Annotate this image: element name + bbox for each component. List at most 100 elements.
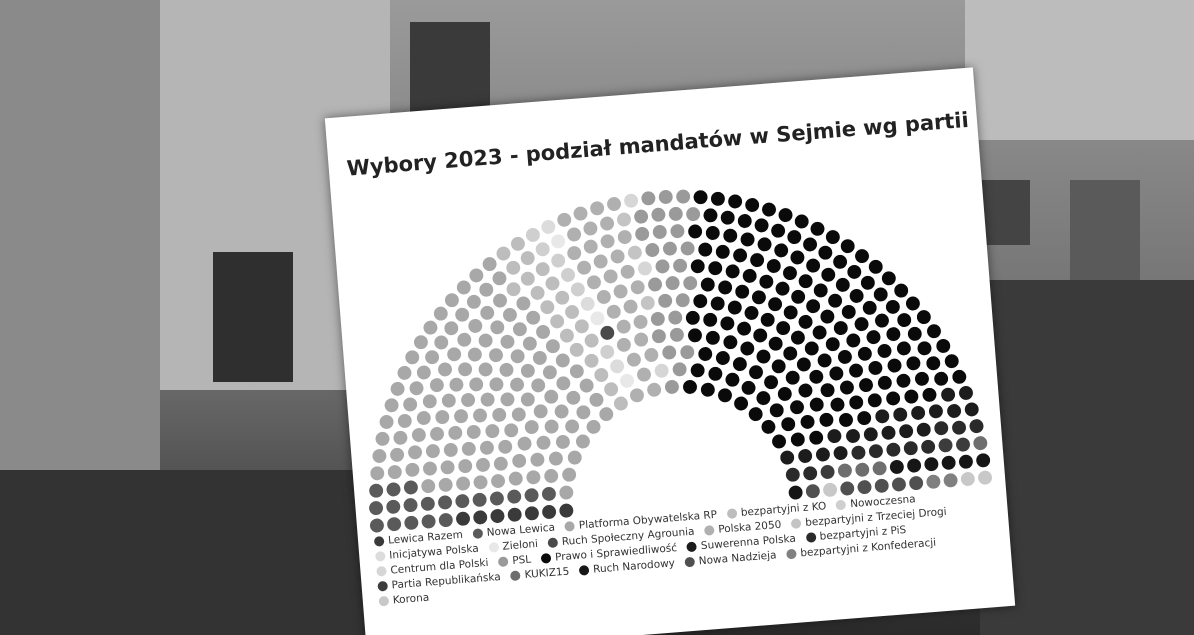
seat <box>510 236 525 251</box>
seat <box>524 419 539 434</box>
seat <box>569 342 584 357</box>
seat <box>627 245 642 260</box>
seat <box>863 427 878 442</box>
seat <box>379 414 394 429</box>
seat <box>705 225 720 240</box>
seat <box>535 261 550 276</box>
seat <box>533 404 548 419</box>
seat <box>779 450 794 465</box>
seat <box>809 397 824 412</box>
seat <box>790 330 805 345</box>
seat <box>472 510 487 525</box>
seat <box>847 264 862 279</box>
seat <box>893 283 908 298</box>
seat <box>783 346 798 361</box>
seat <box>506 281 521 296</box>
seat <box>855 462 870 477</box>
seat <box>594 367 609 382</box>
seat <box>720 316 735 331</box>
seat <box>845 428 860 443</box>
seat <box>520 392 535 407</box>
seat <box>435 409 450 424</box>
seat <box>944 353 959 368</box>
seat <box>881 425 896 440</box>
seat <box>741 380 756 395</box>
legend-swatch <box>374 536 385 547</box>
legend-swatch <box>786 549 797 560</box>
seat <box>603 269 618 284</box>
seat <box>616 212 631 227</box>
seat <box>603 382 618 397</box>
legend-label: KUKIZ15 <box>524 566 570 581</box>
seat <box>536 435 551 450</box>
seat <box>416 365 431 380</box>
seat <box>525 310 540 325</box>
seat <box>425 443 440 458</box>
seat <box>646 382 661 397</box>
seat <box>802 237 817 252</box>
seat <box>812 325 827 340</box>
legend-item: Korona <box>378 592 429 608</box>
seat <box>555 290 570 305</box>
seat <box>524 506 539 521</box>
seat <box>685 206 700 221</box>
seat <box>468 318 483 333</box>
seat <box>872 461 887 476</box>
seat <box>517 436 532 451</box>
seat <box>466 294 481 309</box>
seat <box>705 330 720 345</box>
seat <box>857 479 872 494</box>
seat <box>914 371 929 386</box>
seat <box>583 239 598 254</box>
seat <box>941 455 956 470</box>
seat <box>725 372 740 387</box>
seat <box>506 489 521 504</box>
seat <box>384 398 399 413</box>
seat <box>600 234 615 249</box>
seat <box>586 419 601 434</box>
seat <box>482 256 497 271</box>
seat <box>732 248 747 263</box>
seat <box>420 496 435 511</box>
seat <box>820 309 835 324</box>
seat <box>761 202 776 217</box>
seat <box>749 252 764 267</box>
seat <box>838 412 853 427</box>
seat <box>506 260 521 275</box>
seat <box>818 245 833 260</box>
seat <box>423 320 438 335</box>
seat <box>767 296 782 311</box>
seat <box>825 229 840 244</box>
seat <box>790 250 805 265</box>
seat <box>368 500 383 515</box>
seat <box>783 305 798 320</box>
seat <box>575 434 590 449</box>
seat <box>626 352 641 367</box>
seat <box>580 296 595 311</box>
seat <box>896 312 911 327</box>
legend-swatch <box>687 541 698 552</box>
seat <box>407 445 422 460</box>
seat <box>545 338 560 353</box>
seat <box>906 458 921 473</box>
seat <box>489 491 504 506</box>
seat <box>958 385 973 400</box>
seat <box>829 366 844 381</box>
seat <box>896 373 911 388</box>
seat <box>821 267 836 282</box>
seat <box>969 418 984 433</box>
seat <box>446 347 461 362</box>
seat <box>840 238 855 253</box>
legend-swatch <box>727 508 738 519</box>
seat <box>710 296 725 311</box>
seat <box>496 246 511 261</box>
seat <box>815 447 830 462</box>
seat <box>668 310 683 325</box>
seat <box>778 207 793 222</box>
seat <box>827 428 842 443</box>
seat <box>672 362 687 377</box>
seat <box>833 445 848 460</box>
seat <box>916 422 931 437</box>
seat <box>833 320 848 335</box>
seat <box>685 310 700 325</box>
